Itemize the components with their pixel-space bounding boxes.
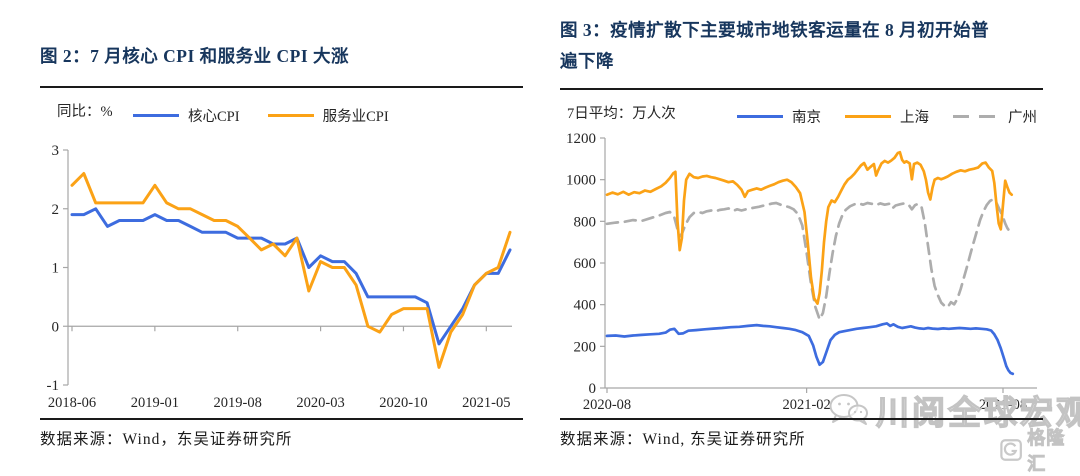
figure3-source: 数据来源：Wind, 东吴证券研究所 [560, 431, 806, 448]
svg-text:2020-03: 2020-03 [296, 395, 344, 411]
guangzhou-line-swatch [953, 115, 999, 118]
svg-text:1200: 1200 [566, 131, 596, 147]
svg-text:1000: 1000 [566, 173, 596, 189]
svg-text:0: 0 [589, 381, 597, 397]
figure3-bottom-rule [560, 418, 1043, 420]
figure3-title-line2: 遍下降 [560, 51, 614, 71]
legend-item-guangzhou: 广州 [953, 106, 1037, 127]
svg-text:2021-08: 2021-08 [979, 397, 1027, 413]
figure2-y-unit-label: 同比：% [57, 104, 113, 120]
core-cpi-line-swatch [133, 114, 179, 117]
shanghai-line-swatch [845, 115, 891, 118]
legend-item-nanjing: 南京 [737, 106, 821, 127]
figure2-legend: 核心CPI 服务业CPI [133, 105, 389, 126]
svg-text:3: 3 [52, 143, 60, 159]
figure2-bottom-rule [40, 418, 523, 420]
svg-text:2021-05: 2021-05 [462, 395, 510, 411]
core-cpi-label: 核心CPI [188, 109, 240, 125]
svg-text:2019-08: 2019-08 [214, 395, 262, 411]
svg-text:2021-02: 2021-02 [782, 397, 830, 413]
svg-text:2: 2 [52, 202, 60, 218]
svg-text:400: 400 [574, 298, 597, 314]
figure3-top-rule [560, 88, 1043, 90]
svg-text:1: 1 [52, 261, 60, 277]
svg-text:2018-06: 2018-06 [48, 395, 96, 411]
shanghai-label: 上海 [900, 110, 929, 126]
svg-text:200: 200 [574, 339, 597, 355]
svg-text:800: 800 [574, 214, 597, 230]
figure2-title: 图 2：7 月核心 CPI 和服务业 CPI 大涨 [40, 46, 350, 66]
svg-text:2020-10: 2020-10 [379, 395, 427, 411]
gelonghui-text: 格隆汇 [1027, 428, 1066, 475]
figure2-source: 数据来源：Wind，东吴证券研究所 [40, 431, 293, 448]
services-cpi-line-swatch [267, 114, 314, 117]
gelonghui-icon [1000, 439, 1022, 461]
legend-item-core-cpi: 核心CPI [133, 105, 240, 126]
figure3-legend: 南京 上海 广州 [737, 106, 1037, 127]
report-page: { "watermark": { "text": "川阅全球宏观", "logo… [40, 20, 1080, 475]
svg-text:2020-08: 2020-08 [583, 397, 631, 413]
svg-text:2019-01: 2019-01 [131, 395, 179, 411]
figure2-top-rule [40, 86, 523, 88]
guangzhou-label: 广州 [1008, 110, 1037, 126]
svg-text:600: 600 [574, 256, 597, 272]
nanjing-label: 南京 [792, 110, 821, 126]
services-cpi-label: 服务业CPI [322, 109, 389, 125]
nanjing-line-swatch [737, 115, 783, 118]
svg-text:-1: -1 [47, 378, 60, 394]
legend-item-shanghai: 上海 [845, 106, 929, 127]
figure3-y-unit-label: 7日平均：万人次 [567, 106, 676, 122]
legend-item-services-cpi: 服务业CPI [267, 105, 389, 126]
gelonghui-logo: 格隆汇 [1000, 424, 1080, 476]
figure3-title-line1: 图 3：疫情扩散下主要城市地铁客运量在 8 月初开始普 [560, 20, 990, 40]
svg-text:0: 0 [52, 319, 60, 335]
